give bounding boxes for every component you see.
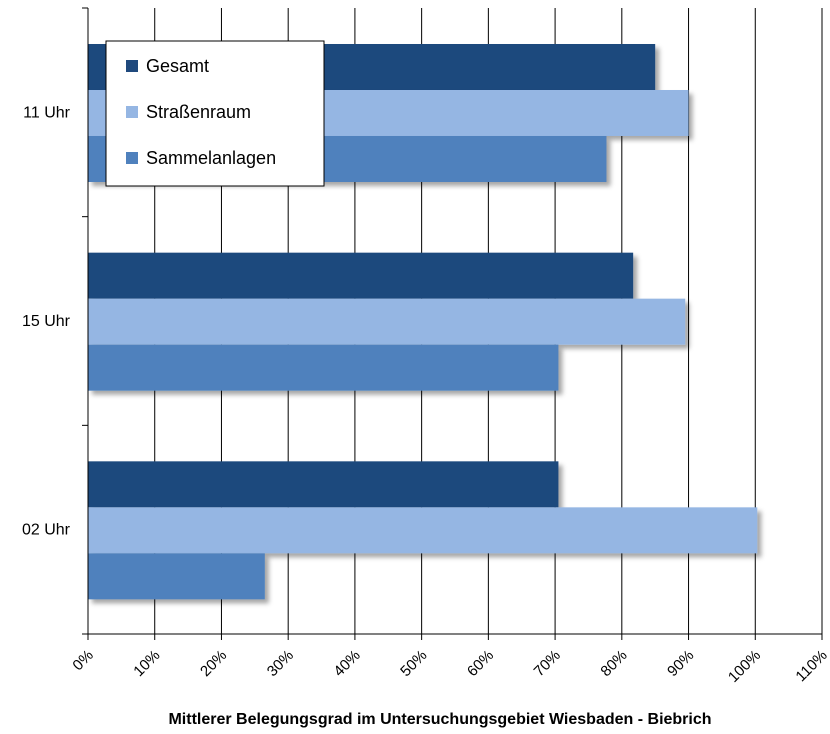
x-tick-label: 90% bbox=[664, 647, 697, 680]
category-label: 11 Uhr bbox=[23, 104, 71, 121]
legend-label: Gesamt bbox=[146, 56, 209, 76]
x-tick-label: 20% bbox=[197, 647, 230, 680]
x-tick-label: 40% bbox=[330, 647, 363, 680]
x-tick-label: 50% bbox=[397, 647, 430, 680]
tick-labels: 0% 10% 20% 30% 40% 50% 60% 70% 80% 90% 100% 110% bbox=[69, 647, 830, 686]
legend-label: Straßenraum bbox=[146, 102, 251, 122]
bar-stra-enraum-3 bbox=[88, 507, 758, 554]
bar-gesamt-2 bbox=[88, 252, 634, 299]
legend-swatch bbox=[126, 106, 138, 118]
legend-swatch bbox=[126, 60, 138, 72]
x-tick-label: 70% bbox=[531, 647, 564, 680]
bar-sammelanlagen-3 bbox=[88, 553, 265, 600]
legend: Gesamt Straßenraum Sammelanlagen bbox=[105, 40, 325, 187]
x-tick-label: 30% bbox=[264, 647, 297, 680]
legend-box bbox=[105, 40, 325, 187]
x-tick-label: 110% bbox=[792, 647, 830, 685]
x-tick-label: 60% bbox=[464, 647, 497, 680]
bar-sammelanlagen-2 bbox=[88, 344, 559, 391]
legend-swatch bbox=[126, 152, 138, 164]
bar-gesamt-3 bbox=[88, 461, 559, 508]
x-tick-label: 80% bbox=[597, 647, 630, 680]
category-label: 15 Uhr bbox=[22, 313, 71, 330]
x-tick-label: 10% bbox=[130, 647, 163, 680]
bar-stra-enraum-2 bbox=[88, 298, 686, 345]
category-label: 02 Uhr bbox=[22, 522, 71, 539]
axes bbox=[82, 7, 822, 635]
x-axis-label: Mittlerer Belegungsgrad im Untersuchungs… bbox=[168, 711, 711, 728]
x-tick-label: 100% bbox=[725, 647, 764, 686]
category-labels: 11 Uhr 15 Uhr 02 Uhr bbox=[22, 104, 71, 538]
x-tick-label: 0% bbox=[69, 647, 96, 674]
legend-label: Sammelanlagen bbox=[146, 148, 276, 168]
